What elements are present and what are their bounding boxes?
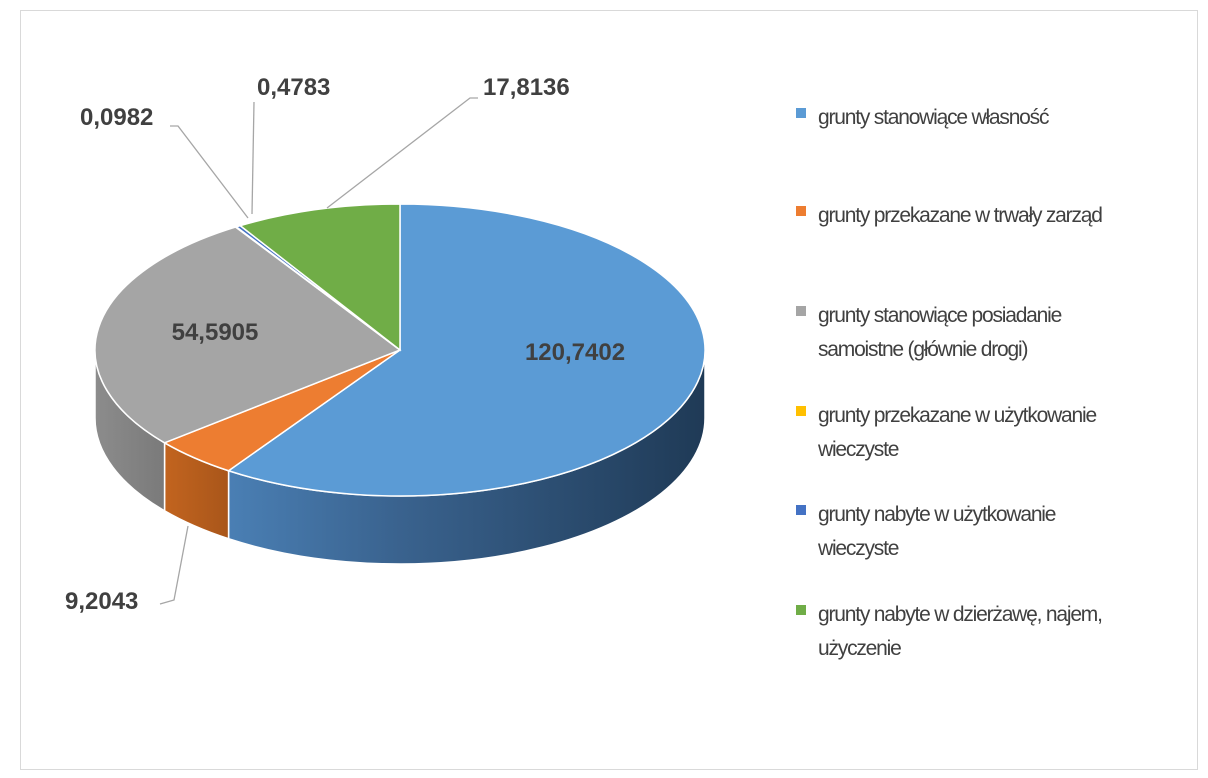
data-label: 120,7402 xyxy=(525,339,625,366)
leader-line xyxy=(170,125,249,219)
legend-label: grunty nabyte w dzierżawę, najem, xyxy=(818,603,1103,626)
legend-swatch xyxy=(796,108,806,118)
legend-label: grunty przekazane w trwały zarząd xyxy=(818,204,1103,227)
legend-label-line2: wieczyste xyxy=(818,438,899,461)
leader-line xyxy=(326,97,478,209)
legend-label: grunty stanowiące posiadanie xyxy=(818,304,1062,327)
slice-dzierzawa xyxy=(238,203,401,352)
leader-line xyxy=(159,525,189,605)
data-label: 0,4783 xyxy=(257,74,330,101)
slice-wlasnosc xyxy=(226,203,706,497)
legend-label-line2: użyczenie xyxy=(818,637,902,660)
data-label: 0,0982 xyxy=(80,104,153,131)
data-label: 54,5905 xyxy=(172,319,259,346)
legend-label: grunty nabyte w użytkowanie xyxy=(818,503,1056,526)
legend-label-line2: samoistne (głównie drogi) xyxy=(818,338,1028,361)
legend-swatch xyxy=(796,306,806,316)
legend-swatch xyxy=(796,605,806,615)
legend-swatch xyxy=(796,406,806,416)
legend-label: grunty przekazane w użytkowanie xyxy=(818,404,1097,427)
leader-line xyxy=(251,101,255,215)
legend-label: grunty stanowiące własność xyxy=(818,106,1049,129)
legend-swatch xyxy=(796,206,806,216)
slice-posiadanie-samoistne xyxy=(94,226,402,444)
legend-label-line2: wieczyste xyxy=(818,537,899,560)
data-label: 17,8136 xyxy=(483,74,570,101)
legend-swatch xyxy=(796,505,806,515)
data-label: 9,2043 xyxy=(65,588,138,615)
